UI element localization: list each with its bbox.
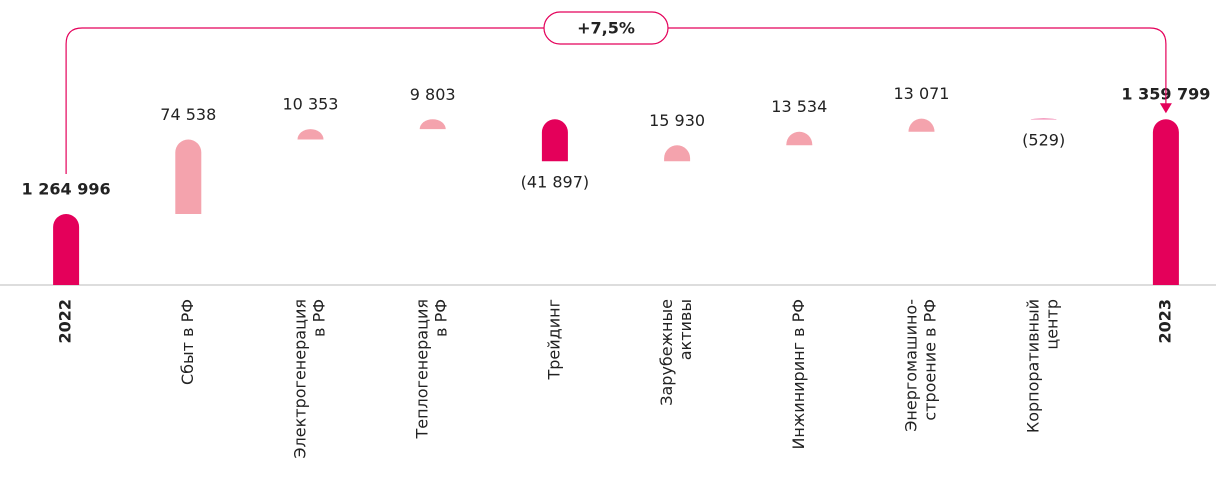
category-label: 2023	[1155, 299, 1174, 344]
value-label: 9 803	[410, 85, 456, 104]
annotation: +7,5%	[577, 19, 635, 38]
value-label: 13 534	[771, 97, 827, 116]
value-label: 1 264 996	[22, 180, 111, 199]
value-label: 13 071	[894, 84, 950, 103]
value-label: (41 897)	[521, 173, 589, 192]
category-label: строение в РФ	[921, 299, 940, 421]
bar	[419, 119, 446, 130]
category-label: Сбыт в РФ	[178, 299, 197, 385]
category-label: Электрогенерация	[291, 299, 310, 459]
arrow-head	[1159, 103, 1172, 114]
category-label: центр	[1043, 299, 1062, 350]
bar	[541, 119, 568, 162]
annotation-box	[543, 11, 669, 45]
bar	[175, 139, 202, 215]
category-label: Теплогенерация	[413, 299, 432, 440]
value-label: 74 538	[160, 105, 216, 124]
value-label: 10 353	[283, 95, 339, 114]
bar	[664, 145, 691, 162]
value-label: 15 930	[649, 111, 705, 130]
category-label: активы	[676, 299, 695, 360]
category-label: Зарубежные	[657, 299, 676, 406]
category-label: Инжиниринг в РФ	[789, 299, 808, 450]
bar	[53, 214, 80, 285]
category-label: 2022	[56, 299, 75, 344]
bar	[786, 131, 813, 146]
category-label: в РФ	[432, 299, 451, 337]
bar	[1152, 119, 1179, 285]
category-label: в РФ	[310, 299, 329, 337]
category-label: Трейдинг	[544, 299, 563, 381]
bar	[297, 129, 324, 140]
bar	[1030, 118, 1057, 120]
category-label: Энергомашино-	[902, 299, 921, 432]
category-label: Корпоративный	[1024, 299, 1043, 433]
bar	[908, 118, 935, 132]
bracket	[65, 27, 1167, 175]
value-label: (529)	[1022, 131, 1065, 150]
